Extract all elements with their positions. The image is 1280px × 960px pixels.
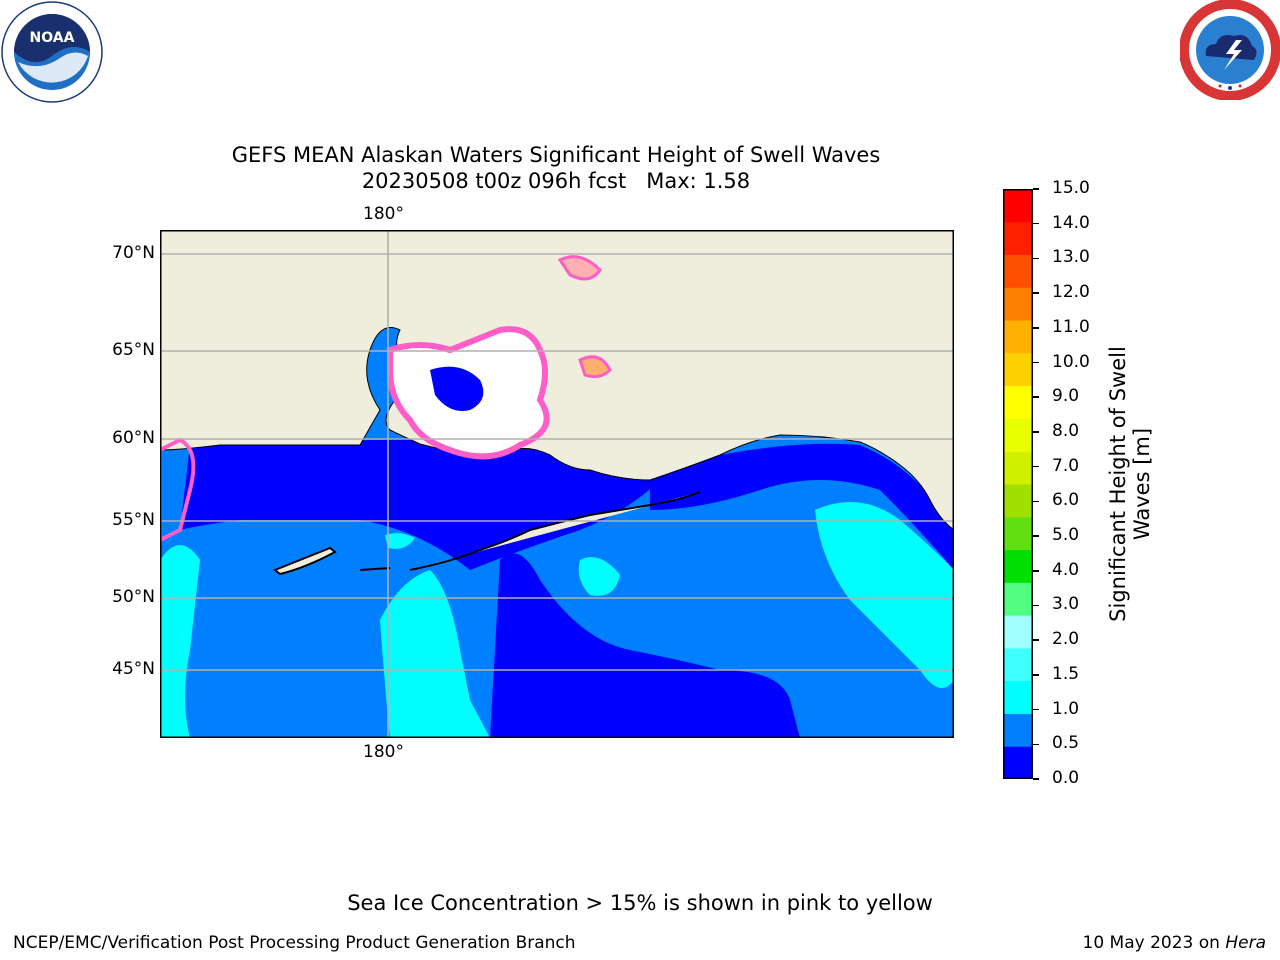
footer-branch: NCEP/EMC/Verification Post Processing Pr…: [13, 933, 576, 953]
swell-zone-south-low: [490, 553, 800, 738]
colorbar-label-line1: Significant Height of Swell: [1106, 346, 1130, 622]
colorbar-cell: [1003, 418, 1033, 452]
sea-ice-coast: [160, 437, 196, 543]
colorbar-tick-label: 15.0: [1052, 178, 1090, 198]
colorbar-cell: [1003, 254, 1033, 288]
map-title-line2: 20230508 t00z 096h fcst Max: 1.58: [361, 169, 751, 193]
lat-label-65n: 65°N: [112, 340, 155, 360]
colorbar-cell: [1003, 713, 1033, 747]
swell-zone-west-small: [385, 533, 415, 549]
colorbar-tick-mark: [1033, 222, 1039, 225]
colorbar-tick-label: 1.0: [1052, 698, 1080, 719]
colorbar-tick-label: 7.0: [1052, 455, 1080, 476]
swell-zone-gulf: [815, 502, 954, 688]
sea-ice-north-2: [578, 355, 612, 379]
lat-label-60n: 60°N: [112, 428, 155, 448]
colorbar-tick-label: 8.0: [1052, 420, 1080, 441]
colorbar-tick-mark: [1033, 743, 1039, 746]
colorbar-label-line2: Waves [m]: [1130, 427, 1154, 541]
swell-zone-central: [380, 570, 490, 738]
colorbar-tick-label: 5.0: [1052, 525, 1080, 546]
colorbar-tick-mark: [1033, 465, 1039, 468]
colorbar-tick-mark: [1033, 361, 1039, 364]
colorbar-tick-mark: [1033, 778, 1039, 780]
colorbar-tick-mark: [1033, 188, 1039, 190]
colorbar-tick-mark: [1033, 639, 1039, 641]
colorbar-cell: [1003, 320, 1033, 354]
sea-ice-north-1: [557, 255, 602, 281]
colorbar-tick-mark: [1033, 674, 1039, 676]
colorbar-cell: [1003, 615, 1033, 649]
colorbar-tick-mark: [1033, 535, 1039, 537]
colorbar-cell: [1003, 484, 1033, 518]
colorbar-cell: [1003, 549, 1033, 583]
lat-label-45n: 45°N: [112, 659, 155, 679]
colorbar-cell: [1003, 582, 1033, 616]
colorbar-tick-mark: [1033, 327, 1039, 329]
colorbar-tick-label: 13.0: [1052, 247, 1090, 268]
colorbar-cell: [1003, 221, 1033, 256]
map-title: GEFS MEAN Alaskan Waters Significant Hei…: [0, 142, 1112, 194]
colorbar-cell: [1003, 189, 1033, 223]
lat-label-50n: 50°N: [112, 587, 155, 607]
colorbar-tick-mark: [1033, 570, 1039, 572]
colorbar-tick-label: 2.0: [1052, 629, 1080, 650]
colorbar-tick-mark: [1033, 396, 1039, 398]
colorbar-tick-label: 4.0: [1052, 559, 1080, 580]
colorbar-cell: [1003, 352, 1033, 387]
footer-date-text: 10 May 2023 on: [1082, 933, 1226, 953]
colorbar-tick-label: 1.5: [1052, 663, 1080, 684]
swell-zone-coast: [650, 443, 954, 570]
swell-zone-bering: [180, 435, 660, 570]
colorbar-tick-label: 0.0: [1052, 768, 1080, 788]
lat-label-55n: 55°N: [112, 510, 155, 530]
map-title-line1: GEFS MEAN Alaskan Waters Significant Hei…: [231, 143, 881, 167]
colorbar-cell: [1003, 451, 1033, 485]
colorbar-tick-mark: [1033, 708, 1039, 711]
colorbar-tick-label: 0.5: [1052, 733, 1080, 754]
aleutian-islands: [273, 491, 701, 576]
noaa-logo-text: NOAA: [30, 30, 75, 46]
colorbar-tick-label: 14.0: [1052, 212, 1090, 233]
colorbar-cell: [1003, 647, 1033, 682]
colorbar-cell: [1003, 287, 1033, 321]
colorbar-tick-label: 10.0: [1052, 351, 1090, 372]
swell-zone-gulf-small: [578, 557, 620, 596]
lon-label-top: 180°: [363, 204, 404, 224]
sea-ice-note: Sea Ice Concentration > 15% is shown in …: [347, 891, 933, 915]
colorbar-cell: [1003, 385, 1033, 419]
footer-date: 10 May 2023 on Hera: [1083, 933, 1267, 953]
colorbar-tick-label: 11.0: [1052, 316, 1090, 337]
footer-machine: Hera: [1225, 933, 1266, 953]
nws-logo: [1180, 0, 1280, 100]
swell-zone-west: [160, 545, 200, 738]
sea-ice-channel: [430, 366, 484, 411]
graticule: [160, 230, 954, 738]
colorbar-tick-mark: [1033, 500, 1039, 503]
colorbar-cell: [1003, 680, 1033, 714]
colorbar-tick-mark: [1033, 431, 1039, 433]
colorbar-tick-mark: [1033, 604, 1039, 607]
colorbar-cell: [1003, 516, 1033, 551]
colorbar-tick-mark: [1033, 257, 1039, 260]
colorbar-tick-mark: [1033, 292, 1039, 294]
swell-height-map: [160, 230, 954, 738]
noaa-logo: NOAA: [1, 1, 103, 103]
colorbar-tick-label: 9.0: [1052, 386, 1080, 407]
colorbar-tick-label: 12.0: [1052, 282, 1090, 303]
colorbar: [1003, 189, 1033, 779]
colorbar-cell: [1003, 746, 1033, 779]
lat-label-70n: 70°N: [112, 243, 155, 263]
lon-label-bottom: 180°: [363, 742, 404, 762]
colorbar-tick-label: 3.0: [1052, 594, 1080, 615]
colorbar-tick-label: 6.0: [1052, 490, 1080, 511]
